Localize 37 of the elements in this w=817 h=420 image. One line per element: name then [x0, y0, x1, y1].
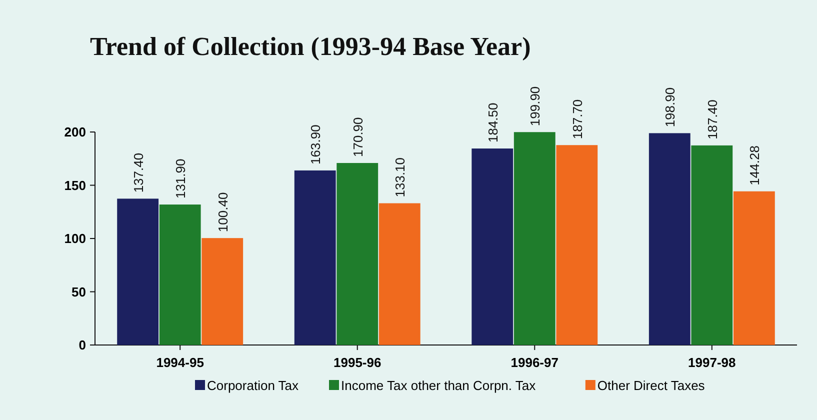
bar — [117, 198, 159, 345]
data-label: 199.90 — [528, 86, 543, 126]
data-label: 187.40 — [704, 100, 720, 140]
bar — [202, 238, 244, 345]
y-tick-label: 0 — [78, 338, 86, 353]
data-label: 144.28 — [747, 146, 762, 186]
bar — [336, 162, 378, 345]
data-label: 131.90 — [173, 158, 188, 199]
y-tick-label: 100 — [64, 231, 86, 246]
bar — [648, 133, 690, 345]
bar — [159, 204, 201, 345]
data-label: 184.50 — [485, 102, 500, 143]
data-label: 137.40 — [130, 152, 146, 193]
bar — [733, 191, 775, 345]
legend-label: Income Tax other than Corpn. Tax — [341, 378, 536, 393]
data-label: 100.40 — [215, 192, 230, 232]
bar — [514, 132, 556, 345]
legend-label: Corporation Tax — [207, 378, 300, 393]
bar — [691, 145, 733, 345]
bar — [294, 170, 336, 345]
y-tick-label: 200 — [64, 124, 86, 140]
data-label: 198.90 — [662, 87, 678, 128]
y-tick-label: 150 — [64, 178, 86, 193]
legend-label: Other Direct Taxes — [597, 378, 706, 393]
bar — [556, 145, 598, 345]
data-label: 170.90 — [350, 117, 366, 157]
bar — [378, 203, 420, 345]
bar — [472, 148, 514, 345]
x-tick-label: 1995-96 — [334, 355, 382, 370]
y-tick-label: 50 — [72, 284, 86, 300]
x-tick-label: 1997-98 — [688, 355, 736, 370]
data-label: 187.70 — [570, 99, 585, 140]
x-tick-label: 1996-97 — [510, 355, 558, 370]
x-tick-label: 1994-95 — [156, 355, 204, 370]
data-label: 133.10 — [392, 157, 408, 198]
chart-title: Trend of Collection (1993-94 Base Year) — [90, 32, 531, 61]
data-label: 163.90 — [308, 124, 324, 164]
